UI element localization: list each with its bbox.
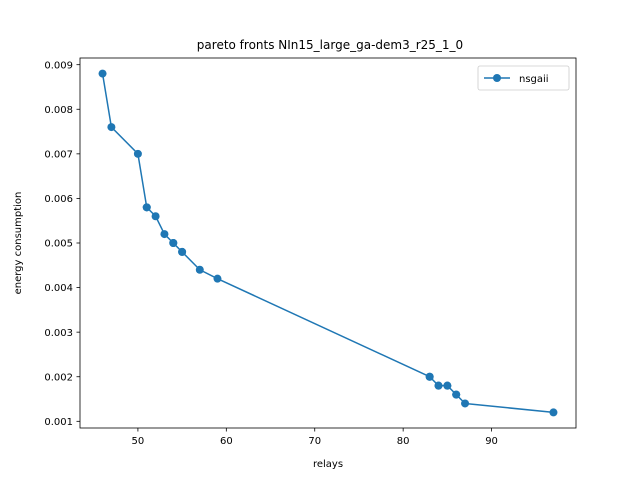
y-tick-label: 0.008 (44, 105, 73, 116)
y-tick-label: 0.007 (44, 149, 73, 160)
y-tick-label: 0.001 (44, 417, 73, 428)
y-axis-label: energy consumption (13, 192, 24, 295)
data-point (443, 381, 452, 390)
y-axis: 0.001 0.002 0.003 0.004 0.005 0.006 0.007 0.008… (44, 60, 80, 428)
y-tick-label: 0.004 (44, 283, 73, 294)
data-point (160, 230, 169, 239)
y-tick-label: 0.006 (44, 194, 73, 205)
y-tick-label: 0.003 (44, 328, 73, 339)
plot-background (80, 58, 576, 428)
x-axis: 50 60 70 80 90 (132, 428, 498, 447)
plot-area (80, 58, 576, 428)
data-point (452, 390, 461, 399)
legend-marker-nsgaii (493, 74, 501, 82)
data-point (461, 399, 470, 408)
x-tick-label: 80 (397, 436, 410, 447)
y-tick-label: 0.009 (44, 60, 73, 71)
data-point (107, 123, 116, 132)
y-tick-label: 0.002 (44, 372, 73, 383)
data-point (549, 408, 558, 417)
data-point (133, 149, 142, 158)
data-point (98, 69, 107, 78)
data-point (195, 265, 204, 274)
chart-title: pareto fronts NIn15_large_ga-dem3_r25_1_… (197, 38, 463, 52)
x-axis-label: relays (313, 459, 343, 470)
x-tick-label: 90 (485, 436, 498, 447)
data-point (142, 203, 151, 212)
x-tick-label: 60 (220, 436, 233, 447)
x-tick-label: 50 (132, 436, 145, 447)
data-point (178, 247, 187, 256)
series-layer (98, 69, 558, 417)
data-point (169, 239, 178, 247)
y-tick-label: 0.005 (44, 239, 73, 250)
data-point (434, 381, 443, 390)
x-tick-label: 70 (308, 436, 321, 447)
data-point (213, 274, 222, 283)
data-point (425, 372, 434, 381)
data-point (151, 212, 160, 221)
legend: nsgaii (477, 65, 570, 91)
legend-label-nsgaii: nsgaii (519, 74, 549, 85)
legend-box (477, 65, 570, 91)
series-line-nsgaii (101, 73, 554, 414)
